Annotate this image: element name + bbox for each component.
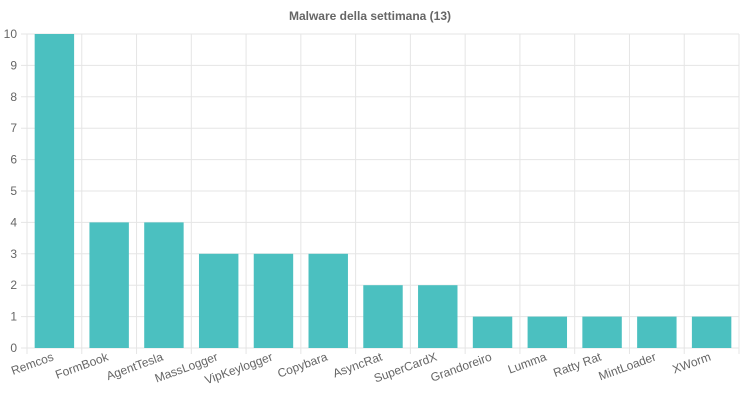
bar bbox=[691, 316, 732, 348]
x-tick-label: Copybara bbox=[276, 350, 330, 381]
x-tick-label: MintLoader bbox=[597, 350, 658, 384]
bar bbox=[89, 222, 129, 348]
bar bbox=[637, 316, 677, 348]
x-tick-label: SuperCardX bbox=[372, 350, 439, 386]
y-tick-label: 1 bbox=[10, 310, 17, 324]
y-tick-label: 7 bbox=[10, 121, 17, 135]
bar bbox=[582, 316, 622, 348]
y-tick-label: 8 bbox=[10, 90, 17, 104]
y-tick-label: 10 bbox=[4, 27, 18, 41]
bar bbox=[198, 253, 239, 348]
x-tick-label: Lumma bbox=[506, 350, 549, 377]
y-tick-label: 6 bbox=[10, 153, 17, 167]
y-tick-label: 4 bbox=[10, 215, 17, 229]
y-tick-label: 5 bbox=[10, 184, 17, 198]
bar bbox=[527, 316, 568, 348]
y-tick-label: 2 bbox=[10, 278, 17, 292]
y-tick-label: 0 bbox=[10, 341, 17, 355]
x-tick-label: FormBook bbox=[53, 349, 111, 381]
x-tick-label: Ratty Rat bbox=[551, 349, 603, 379]
bar bbox=[308, 253, 348, 348]
bar bbox=[144, 222, 184, 348]
bar bbox=[472, 316, 513, 348]
y-tick-label: 3 bbox=[10, 247, 17, 261]
bar bbox=[363, 285, 403, 348]
bar bbox=[34, 34, 75, 348]
chart-title: Malware della settimana (13) bbox=[289, 9, 451, 23]
bar bbox=[418, 285, 458, 348]
bar bbox=[253, 253, 294, 348]
x-tick-label: Grandoreiro bbox=[429, 350, 494, 385]
y-tick-label: 9 bbox=[10, 58, 17, 72]
x-tick-label: XWorm bbox=[670, 350, 712, 377]
